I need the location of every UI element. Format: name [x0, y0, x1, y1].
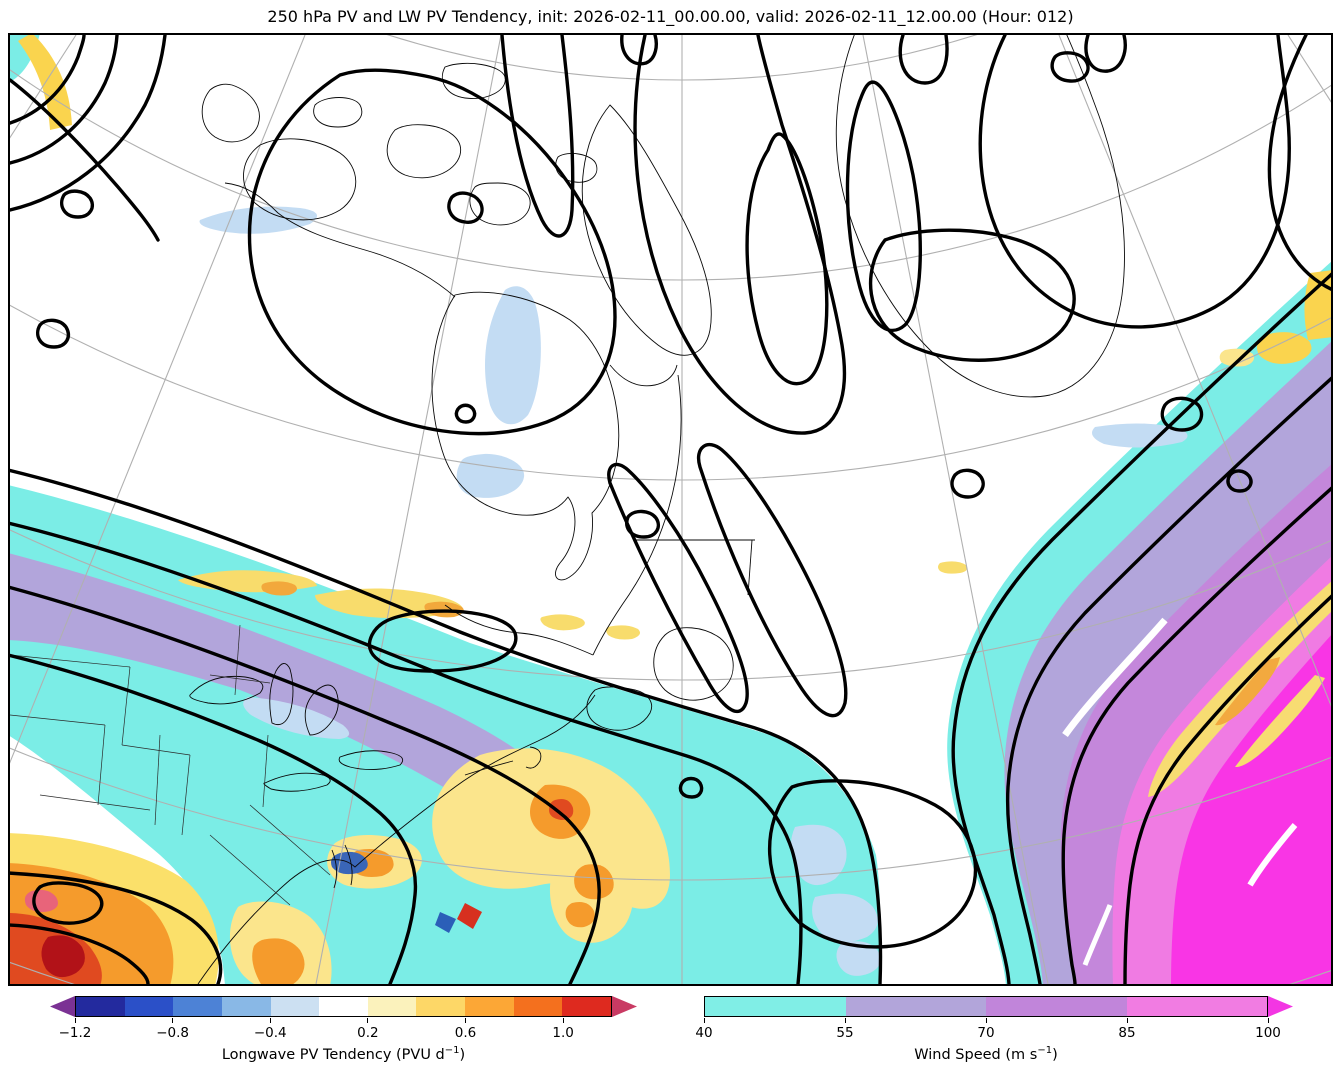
baffin-island — [581, 104, 712, 356]
colorbar-segment — [124, 997, 174, 1016]
colorbar-tick-label: −1.2 — [58, 1025, 92, 1041]
coastlines — [189, 35, 1125, 984]
colorbar-segment — [986, 997, 1127, 1016]
wind-speed-colorbar: Wind Speed (m s−1) 40 55 70 85 100 — [695, 996, 1297, 1071]
colorbar-segment — [221, 997, 271, 1016]
colorbar-max-arrow — [612, 996, 637, 1017]
colorbar-segment — [1126, 997, 1267, 1016]
pv-contours — [10, 35, 1331, 984]
colorbar-tick-mark — [1126, 1018, 1128, 1023]
colorbar-tick-label: 85 — [1118, 1025, 1136, 1041]
colorbar-segment — [319, 997, 368, 1016]
colorbar-tick-label: 40 — [695, 1025, 713, 1041]
colorbar-tick-mark — [74, 1018, 76, 1023]
colorbar-segment — [416, 997, 466, 1016]
colorbar-tick-label: −0.4 — [253, 1025, 287, 1041]
colorbar-tick-mark — [703, 1018, 705, 1023]
wind-speed-fill — [10, 35, 1331, 984]
hudson-bay — [431, 291, 620, 581]
greenland — [835, 35, 1125, 398]
colorbar-tick-label: 70 — [977, 1025, 995, 1041]
map-canvas — [10, 35, 1331, 984]
state-borders — [10, 624, 331, 906]
colorbar-tick-label: 0.6 — [454, 1025, 477, 1041]
pv-tendency-colorbar-label: Longwave PV Tendency (PVU d−1) — [221, 1045, 466, 1063]
colorbar-tick-mark — [367, 1018, 369, 1023]
pv-tendency-colorbar-bar — [50, 996, 640, 1017]
colorbar-body — [75, 996, 612, 1017]
colorbar-segment — [270, 997, 320, 1016]
colorbar-tick-mark — [562, 1018, 564, 1023]
colorbar-segment — [845, 997, 986, 1016]
colorbar-body — [704, 996, 1268, 1017]
colorbar-segment — [76, 997, 125, 1016]
wind-speed-colorbar-bar — [704, 996, 1297, 1017]
colorbar-tick-mark — [465, 1018, 467, 1023]
map-plot — [8, 33, 1333, 986]
colorbar-tick-mark — [1267, 1018, 1269, 1023]
colorbar-segment — [562, 997, 612, 1016]
colorbar-tick-label: 100 — [1255, 1025, 1281, 1041]
colorbar-tick-label: −0.8 — [156, 1025, 190, 1041]
colorbar-segment — [465, 997, 514, 1016]
colorbar-min-arrow — [50, 996, 75, 1017]
colorbar-tick-label: 55 — [836, 1025, 854, 1041]
colorbar-tick-mark — [172, 1018, 174, 1023]
colorbar-tick-mark — [985, 1018, 987, 1023]
pv-tendency-fill — [10, 35, 1331, 984]
colorbar-tick-label: 1.0 — [552, 1025, 574, 1041]
figure-title: 250 hPa PV and LW PV Tendency, init: 202… — [267, 7, 1074, 26]
colorbar-tick-mark — [269, 1018, 271, 1023]
colorbar-segment — [367, 997, 417, 1016]
colorbar-tick-mark — [844, 1018, 846, 1023]
pv-tendency-colorbar: Longwave PV Tendency (PVU d−1) −1.2 −0.8 −… — [50, 996, 640, 1071]
colorbar-segment — [173, 997, 222, 1016]
colorbar-segment — [513, 997, 563, 1016]
colorbar-tick-label: 0.2 — [357, 1025, 379, 1041]
wind-speed-colorbar-label: Wind Speed (m s−1) — [914, 1045, 1058, 1063]
colorbar-segment — [705, 997, 846, 1016]
colorbar-max-arrow — [1268, 996, 1293, 1017]
